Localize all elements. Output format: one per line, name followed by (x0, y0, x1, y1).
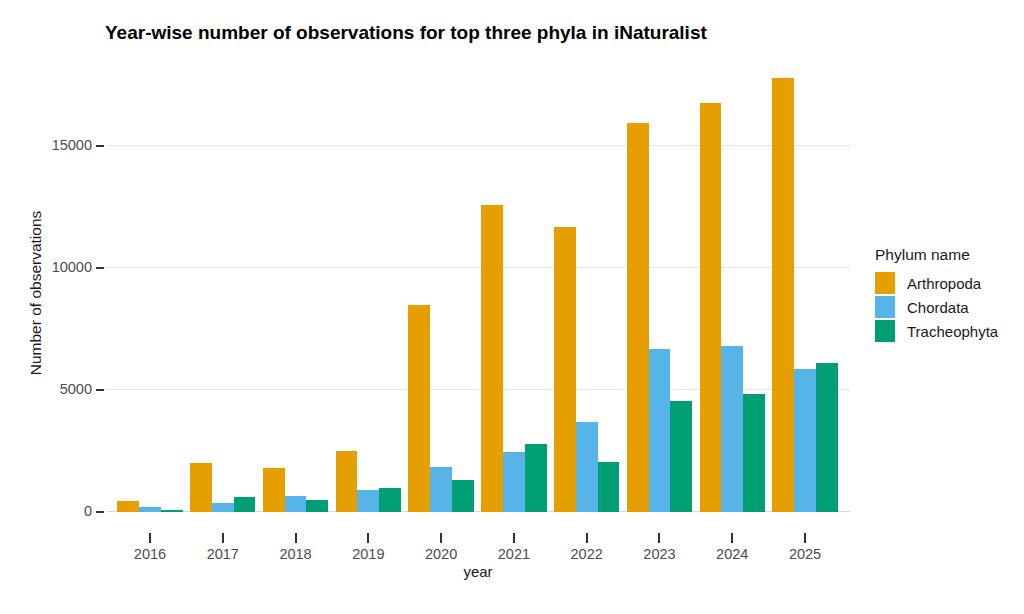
legend-item: Arthropoda (875, 272, 998, 294)
bar-arthropoda-2025 (772, 78, 794, 512)
chart: Year-wise number of observations for top… (0, 0, 1024, 614)
x-tick (731, 533, 733, 543)
bar-tracheophyta-2021 (525, 444, 547, 512)
legend-label: Arthropoda (907, 275, 981, 292)
bar-chordata-2024 (721, 346, 743, 512)
y-tick (96, 511, 104, 513)
bar-chordata-2019 (357, 490, 379, 512)
chart-title: Year-wise number of observations for top… (105, 22, 707, 44)
x-tick (367, 533, 369, 543)
bar-arthropoda-2021 (481, 205, 503, 512)
legend-swatch-tracheophyta (875, 320, 895, 342)
bar-tracheophyta-2016 (161, 510, 183, 512)
x-tick-label: 2020 (411, 546, 471, 562)
legend-swatch-chordata (875, 296, 895, 318)
bar-chordata-2018 (285, 496, 307, 512)
bar-arthropoda-2020 (408, 305, 430, 512)
x-tick (295, 533, 297, 543)
bar-arthropoda-2023 (627, 123, 649, 512)
bar-tracheophyta-2025 (816, 363, 838, 512)
y-axis-title: Number of observations (27, 211, 45, 376)
bar-arthropoda-2024 (700, 103, 722, 512)
bar-tracheophyta-2018 (306, 500, 328, 512)
x-tick-label: 2025 (775, 546, 835, 562)
bar-tracheophyta-2020 (452, 480, 474, 512)
x-tick-label: 2024 (702, 546, 762, 562)
x-tick-label: 2022 (557, 546, 617, 562)
bar-tracheophyta-2023 (670, 401, 692, 512)
bar-arthropoda-2016 (117, 501, 139, 512)
legend-item: Tracheophyta (875, 320, 998, 342)
legend: Phylum name Arthropoda Chordata Tracheophy… (875, 246, 998, 344)
x-tick (658, 533, 660, 543)
bar-chordata-2020 (430, 467, 452, 512)
x-tick-label: 2021 (484, 546, 544, 562)
bar-tracheophyta-2024 (743, 394, 765, 512)
x-tick (149, 533, 151, 543)
y-tick (96, 267, 104, 269)
y-tick (96, 389, 104, 391)
y-tick (96, 145, 104, 147)
legend-item: Chordata (875, 296, 998, 318)
gridline (107, 145, 850, 146)
y-tick-label: 0 (40, 503, 92, 519)
gridline (107, 267, 850, 268)
y-tick-label: 5000 (40, 381, 92, 397)
x-tick-label: 2023 (629, 546, 689, 562)
bar-arthropoda-2022 (554, 227, 576, 512)
x-tick-label: 2018 (266, 546, 326, 562)
x-axis-title: year (463, 563, 492, 580)
x-tick (586, 533, 588, 543)
legend-label: Tracheophyta (907, 323, 998, 340)
bar-chordata-2021 (503, 452, 525, 512)
legend-label: Chordata (907, 299, 969, 316)
bar-tracheophyta-2019 (379, 488, 401, 512)
x-tick (513, 533, 515, 543)
bar-arthropoda-2018 (263, 468, 285, 512)
bar-chordata-2022 (576, 422, 598, 512)
legend-swatch-arthropoda (875, 272, 895, 294)
x-tick (222, 533, 224, 543)
x-tick-label: 2016 (120, 546, 180, 562)
bar-chordata-2025 (794, 369, 816, 512)
bar-chordata-2023 (649, 349, 671, 512)
bar-tracheophyta-2022 (598, 462, 620, 512)
bar-chordata-2016 (139, 507, 161, 512)
x-tick-label: 2017 (193, 546, 253, 562)
x-tick (804, 533, 806, 543)
bar-arthropoda-2017 (190, 463, 212, 512)
bar-chordata-2017 (212, 503, 234, 512)
x-tick (440, 533, 442, 543)
x-tick-label: 2019 (338, 546, 398, 562)
legend-title: Phylum name (875, 246, 998, 264)
y-tick-label: 10000 (40, 259, 92, 275)
y-tick-label: 15000 (40, 137, 92, 153)
bar-tracheophyta-2017 (234, 497, 256, 512)
bar-arthropoda-2019 (336, 451, 358, 512)
